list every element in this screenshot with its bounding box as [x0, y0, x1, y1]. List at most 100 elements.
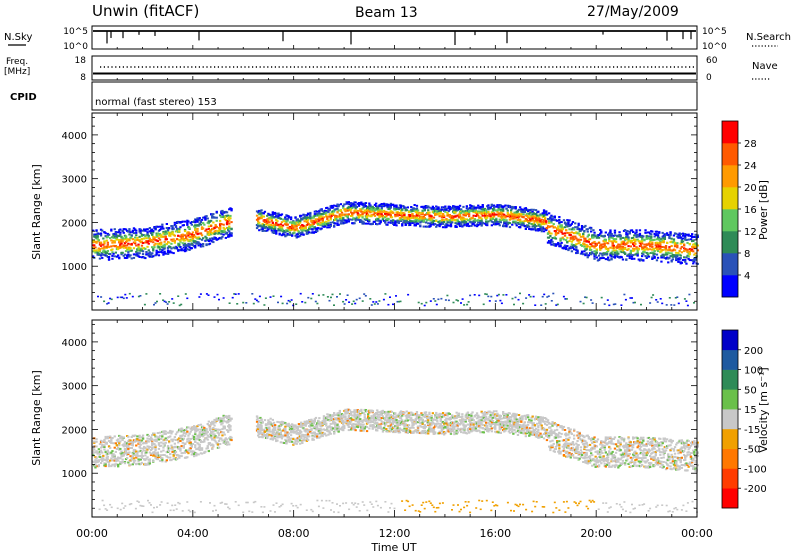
scatter-cell [208, 238, 212, 241]
scatter-cell [656, 236, 660, 239]
scatter-cell [297, 219, 301, 222]
scatter-cell [321, 210, 324, 213]
scatter-cell [630, 255, 634, 258]
scatter-cell [134, 228, 137, 231]
scatter-cell [650, 233, 653, 236]
scatter-cell [532, 212, 535, 215]
scatter-cell [561, 232, 564, 235]
scatter-cell [468, 225, 471, 228]
scatter-cell [634, 242, 637, 245]
scatter-cell [645, 243, 648, 246]
scatter-cell [279, 229, 282, 232]
scatter-cell [330, 214, 333, 217]
scatter-cell [595, 248, 598, 251]
scatter-cell [96, 237, 99, 240]
scatter-cell [684, 248, 687, 250]
scatter-cell [569, 236, 572, 239]
scatter-cell [156, 458, 159, 461]
scatter-cell [173, 446, 176, 449]
scatter-cell [345, 221, 348, 224]
scatter-cell [630, 257, 634, 260]
scatter-cell [608, 304, 611, 307]
scatter-cell [103, 300, 106, 303]
scatter-cell [451, 215, 454, 218]
scatter-cell [205, 436, 208, 439]
scatter-cell [173, 452, 176, 455]
scatter-cell [177, 430, 180, 433]
scatter-cell [153, 452, 156, 455]
scatter-cell [96, 251, 99, 254]
scatter-cell [95, 229, 98, 232]
scatter-cell [219, 421, 222, 424]
scatter-cell [553, 226, 556, 229]
scatter-cell [583, 250, 586, 253]
scatter-cell [394, 220, 397, 223]
scatter-cell [371, 222, 374, 225]
scatter-cell [203, 223, 206, 226]
scatter-cell [119, 244, 122, 247]
scatter-cell [363, 205, 366, 208]
scatter-cell [449, 221, 453, 224]
scatter-cell [421, 212, 424, 215]
scatter-cell [674, 297, 677, 299]
scatter-cell [122, 246, 125, 249]
scatter-cell [590, 248, 593, 251]
scatter-cell [557, 243, 560, 246]
scatter-cell [629, 254, 632, 257]
scatter-cell [217, 230, 221, 232]
scatter-cell [262, 215, 265, 218]
scatter-cell [508, 206, 512, 209]
scatter-cell [322, 216, 326, 219]
scatter-cell [217, 440, 221, 442]
scatter-cell [160, 438, 163, 440]
scatter-cell [661, 249, 664, 251]
scatter-cell [516, 214, 520, 217]
nsearch-tick-top: 10^5 [702, 27, 727, 37]
scatter-cell [123, 244, 127, 247]
scatter-cell [311, 225, 314, 228]
scatter-cell [361, 207, 364, 210]
scatter-cell [263, 304, 266, 306]
scatter-cell [472, 208, 475, 211]
scatter-cell [460, 221, 463, 224]
scatter-cell [522, 213, 525, 216]
scatter-cell [152, 460, 155, 463]
scatter-cell [300, 214, 303, 217]
scatter-cell [394, 213, 397, 216]
scatter-cell [220, 437, 223, 440]
scatter-cell [626, 249, 629, 251]
scatter-cell [632, 231, 635, 233]
scatter-cell [199, 293, 202, 295]
scatter-cell [281, 229, 285, 232]
scatter-cell [549, 240, 552, 243]
scatter-cell [109, 237, 112, 240]
scatter-cell [406, 206, 409, 209]
scatter-cell [609, 231, 612, 234]
scatter-cell [129, 441, 132, 444]
scatter-cell [168, 440, 171, 443]
scatter-cell [93, 448, 96, 451]
scatter-cell [207, 294, 210, 296]
scatter-cell [214, 224, 217, 226]
scatter-cell [687, 233, 690, 236]
scatter-cell [470, 210, 473, 213]
scatter-cell [270, 219, 273, 222]
scatter-cell [222, 233, 225, 236]
scatter-cell [457, 299, 459, 302]
scatter-cell [508, 222, 512, 225]
nave-tick-top: 60 [706, 56, 718, 66]
scatter-cell [286, 218, 289, 221]
scatter-cell [122, 237, 125, 240]
scatter-cell [131, 238, 134, 241]
scatter-cell [169, 430, 172, 433]
nave-label: Nave [752, 61, 778, 72]
scatter-cell [96, 459, 99, 462]
scatter-cell [499, 204, 502, 207]
scatter-cell [262, 223, 265, 226]
scatter-cell [293, 231, 296, 234]
scatter-cell [302, 224, 305, 227]
scatter-cell [166, 249, 170, 252]
scatter-cell [368, 207, 371, 210]
scatter-cell [527, 224, 530, 227]
scatter-cell [410, 210, 413, 213]
